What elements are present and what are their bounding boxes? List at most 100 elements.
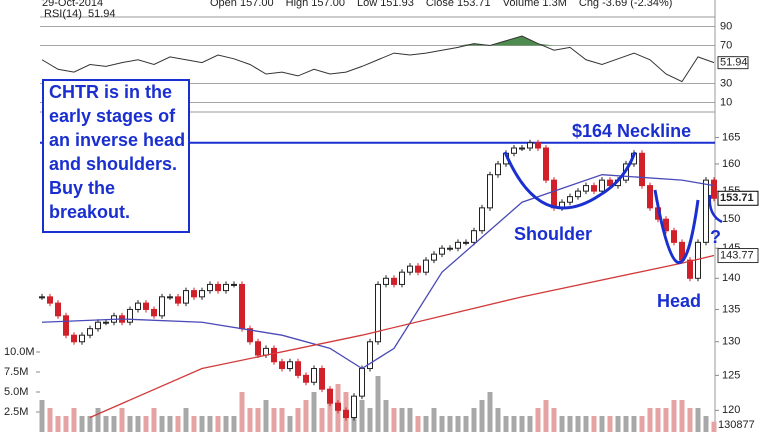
y-tick-label: 160 [722, 158, 740, 170]
y-tick-label: 30 [720, 77, 732, 89]
volume-bar [383, 400, 389, 432]
price-value-box [717, 190, 759, 206]
candle [703, 179, 709, 243]
volume-bar [95, 408, 101, 432]
volume-tick-label: 10.0M [4, 346, 35, 358]
volume-bar [55, 416, 61, 432]
candle [575, 190, 581, 198]
volume-bar [375, 376, 381, 432]
candle [431, 253, 437, 261]
candle [335, 402, 341, 411]
candle [215, 283, 221, 292]
candle [607, 179, 613, 187]
header-item: Volume 1.3M [503, 0, 567, 9]
volume-tick-label: 7.5M [4, 366, 28, 378]
annotation-box [42, 79, 190, 233]
volume-bar [223, 416, 229, 432]
volume-bar [599, 416, 605, 432]
volume-bar [703, 416, 709, 432]
y-tick-label: 140 [722, 272, 740, 284]
rsi-title-value: 51.94 [88, 8, 116, 20]
header-item: Open 157.00 [210, 0, 274, 9]
volume-bar [111, 416, 117, 432]
candle [263, 347, 269, 356]
candle [383, 277, 389, 285]
rsi-label: RSI(14) [44, 8, 82, 20]
candle [223, 283, 229, 292]
candle [255, 341, 261, 356]
volume-bar [695, 408, 701, 432]
rsi-value-label: 51.94 [720, 57, 748, 69]
candle [447, 247, 453, 250]
y-tick-label: 10 [720, 96, 732, 108]
volume-bar [559, 416, 565, 432]
candle [351, 395, 357, 418]
volume-bar [527, 416, 533, 432]
annotation-line: Buy the [49, 178, 115, 198]
candle [391, 277, 397, 285]
candle [191, 290, 197, 298]
header-item: Close 153.71 [426, 0, 491, 9]
candle [127, 308, 133, 323]
y-tick-label: 135 [722, 303, 740, 315]
price-value-label: 153.71 [720, 192, 754, 204]
candle [247, 328, 253, 343]
candle [487, 174, 493, 209]
volume-bar [79, 416, 85, 432]
annotation-line: an inverse head [49, 130, 185, 150]
neckline-label: $164 Neckline [572, 121, 691, 141]
volume-bar [87, 416, 93, 432]
annotation-line: CHTR is in the [49, 82, 172, 102]
volume-bar [455, 416, 461, 432]
rsi-value-box [717, 56, 749, 70]
candle [239, 283, 245, 330]
candle [551, 179, 557, 209]
volume-bar [591, 416, 597, 432]
candle [471, 230, 477, 243]
moving-average [41, 174, 715, 370]
volume-bar [535, 408, 541, 432]
volume-bar [663, 408, 669, 432]
volume-bar [567, 416, 573, 432]
candle [71, 334, 77, 343]
rsi-line [41, 35, 715, 83]
candle [159, 296, 165, 317]
candle [207, 283, 213, 292]
breakout-curve [708, 194, 723, 224]
candle [671, 230, 677, 243]
volume-bar [655, 408, 661, 432]
volume-bar [615, 416, 621, 432]
volume-bar [447, 416, 453, 432]
volume-bar [575, 416, 581, 432]
candle [167, 296, 173, 299]
candle [47, 296, 53, 304]
candle [511, 147, 517, 154]
header-item: High 157.00 [286, 0, 345, 9]
volume-bar [391, 408, 397, 432]
volume-bar [47, 408, 53, 432]
candle [639, 152, 645, 187]
candle [63, 315, 69, 336]
volume-bar [503, 416, 509, 432]
y-tick-label: 125 [722, 369, 740, 381]
volume-bar [263, 400, 269, 432]
y-tick-label: 150 [722, 213, 740, 225]
candle [527, 142, 533, 149]
volume-bar [711, 421, 717, 432]
candle [407, 265, 413, 273]
candle [479, 207, 485, 232]
volume-bar [463, 416, 469, 432]
volume-bar [439, 416, 445, 432]
candle [151, 308, 157, 317]
volume-bar [151, 408, 157, 432]
volume-tick-label: 5.0M [4, 386, 28, 398]
candle [199, 290, 205, 298]
volume-bar [367, 408, 373, 432]
volume-bar [639, 416, 645, 432]
candle [295, 361, 301, 376]
candle [367, 341, 373, 370]
volume-bar [359, 400, 365, 432]
volume-bar [103, 416, 109, 432]
volume-bar [551, 408, 557, 432]
annotation-line: breakout. [49, 202, 130, 222]
